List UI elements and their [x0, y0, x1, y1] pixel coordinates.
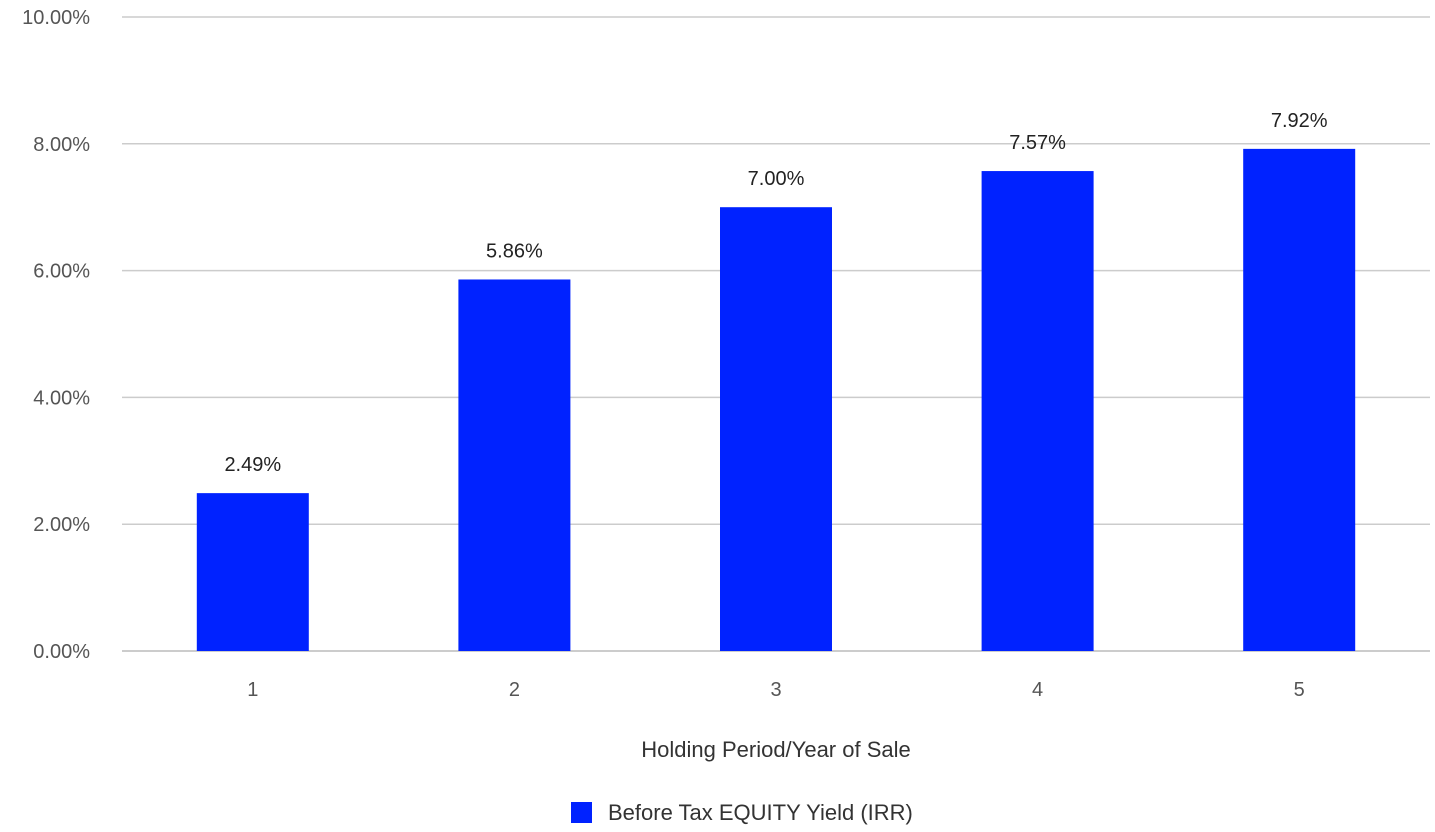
- data-label: 2.49%: [224, 454, 281, 476]
- legend-label: Before Tax EQUITY Yield (IRR): [608, 800, 913, 825]
- x-axis-ticks: 1 2 3 4 5: [247, 679, 1305, 701]
- data-labels: 2.49% 5.86% 7.00% 7.57% 7.92%: [224, 110, 1327, 476]
- x-tick-label: 4: [1032, 679, 1043, 701]
- y-tick-label: 10.00%: [22, 7, 90, 29]
- x-tick-label: 5: [1294, 679, 1305, 701]
- x-tick-label: 2: [509, 679, 520, 701]
- y-axis-ticks: 0.00% 2.00% 4.00% 6.00% 8.00% 10.00%: [22, 7, 90, 663]
- legend: Before Tax EQUITY Yield (IRR): [571, 800, 913, 825]
- y-tick-label: 2.00%: [33, 514, 90, 536]
- bar: [981, 171, 1094, 651]
- bar: [196, 493, 309, 651]
- y-tick-label: 0.00%: [33, 641, 90, 663]
- y-tick-label: 4.00%: [33, 387, 90, 409]
- y-tick-label: 8.00%: [33, 134, 90, 156]
- bars: [196, 148, 1356, 651]
- data-label: 7.57%: [1009, 132, 1066, 154]
- data-label: 7.92%: [1271, 110, 1328, 132]
- y-tick-label: 6.00%: [33, 261, 90, 283]
- data-label: 7.00%: [748, 168, 805, 190]
- legend-swatch: [571, 802, 592, 823]
- x-tick-label: 1: [247, 679, 258, 701]
- bar: [720, 207, 832, 651]
- x-axis-title: Holding Period/Year of Sale: [641, 737, 910, 762]
- bar: [458, 279, 571, 651]
- x-tick-label: 3: [770, 679, 781, 701]
- bar: [1243, 148, 1356, 651]
- data-label: 5.86%: [486, 240, 543, 262]
